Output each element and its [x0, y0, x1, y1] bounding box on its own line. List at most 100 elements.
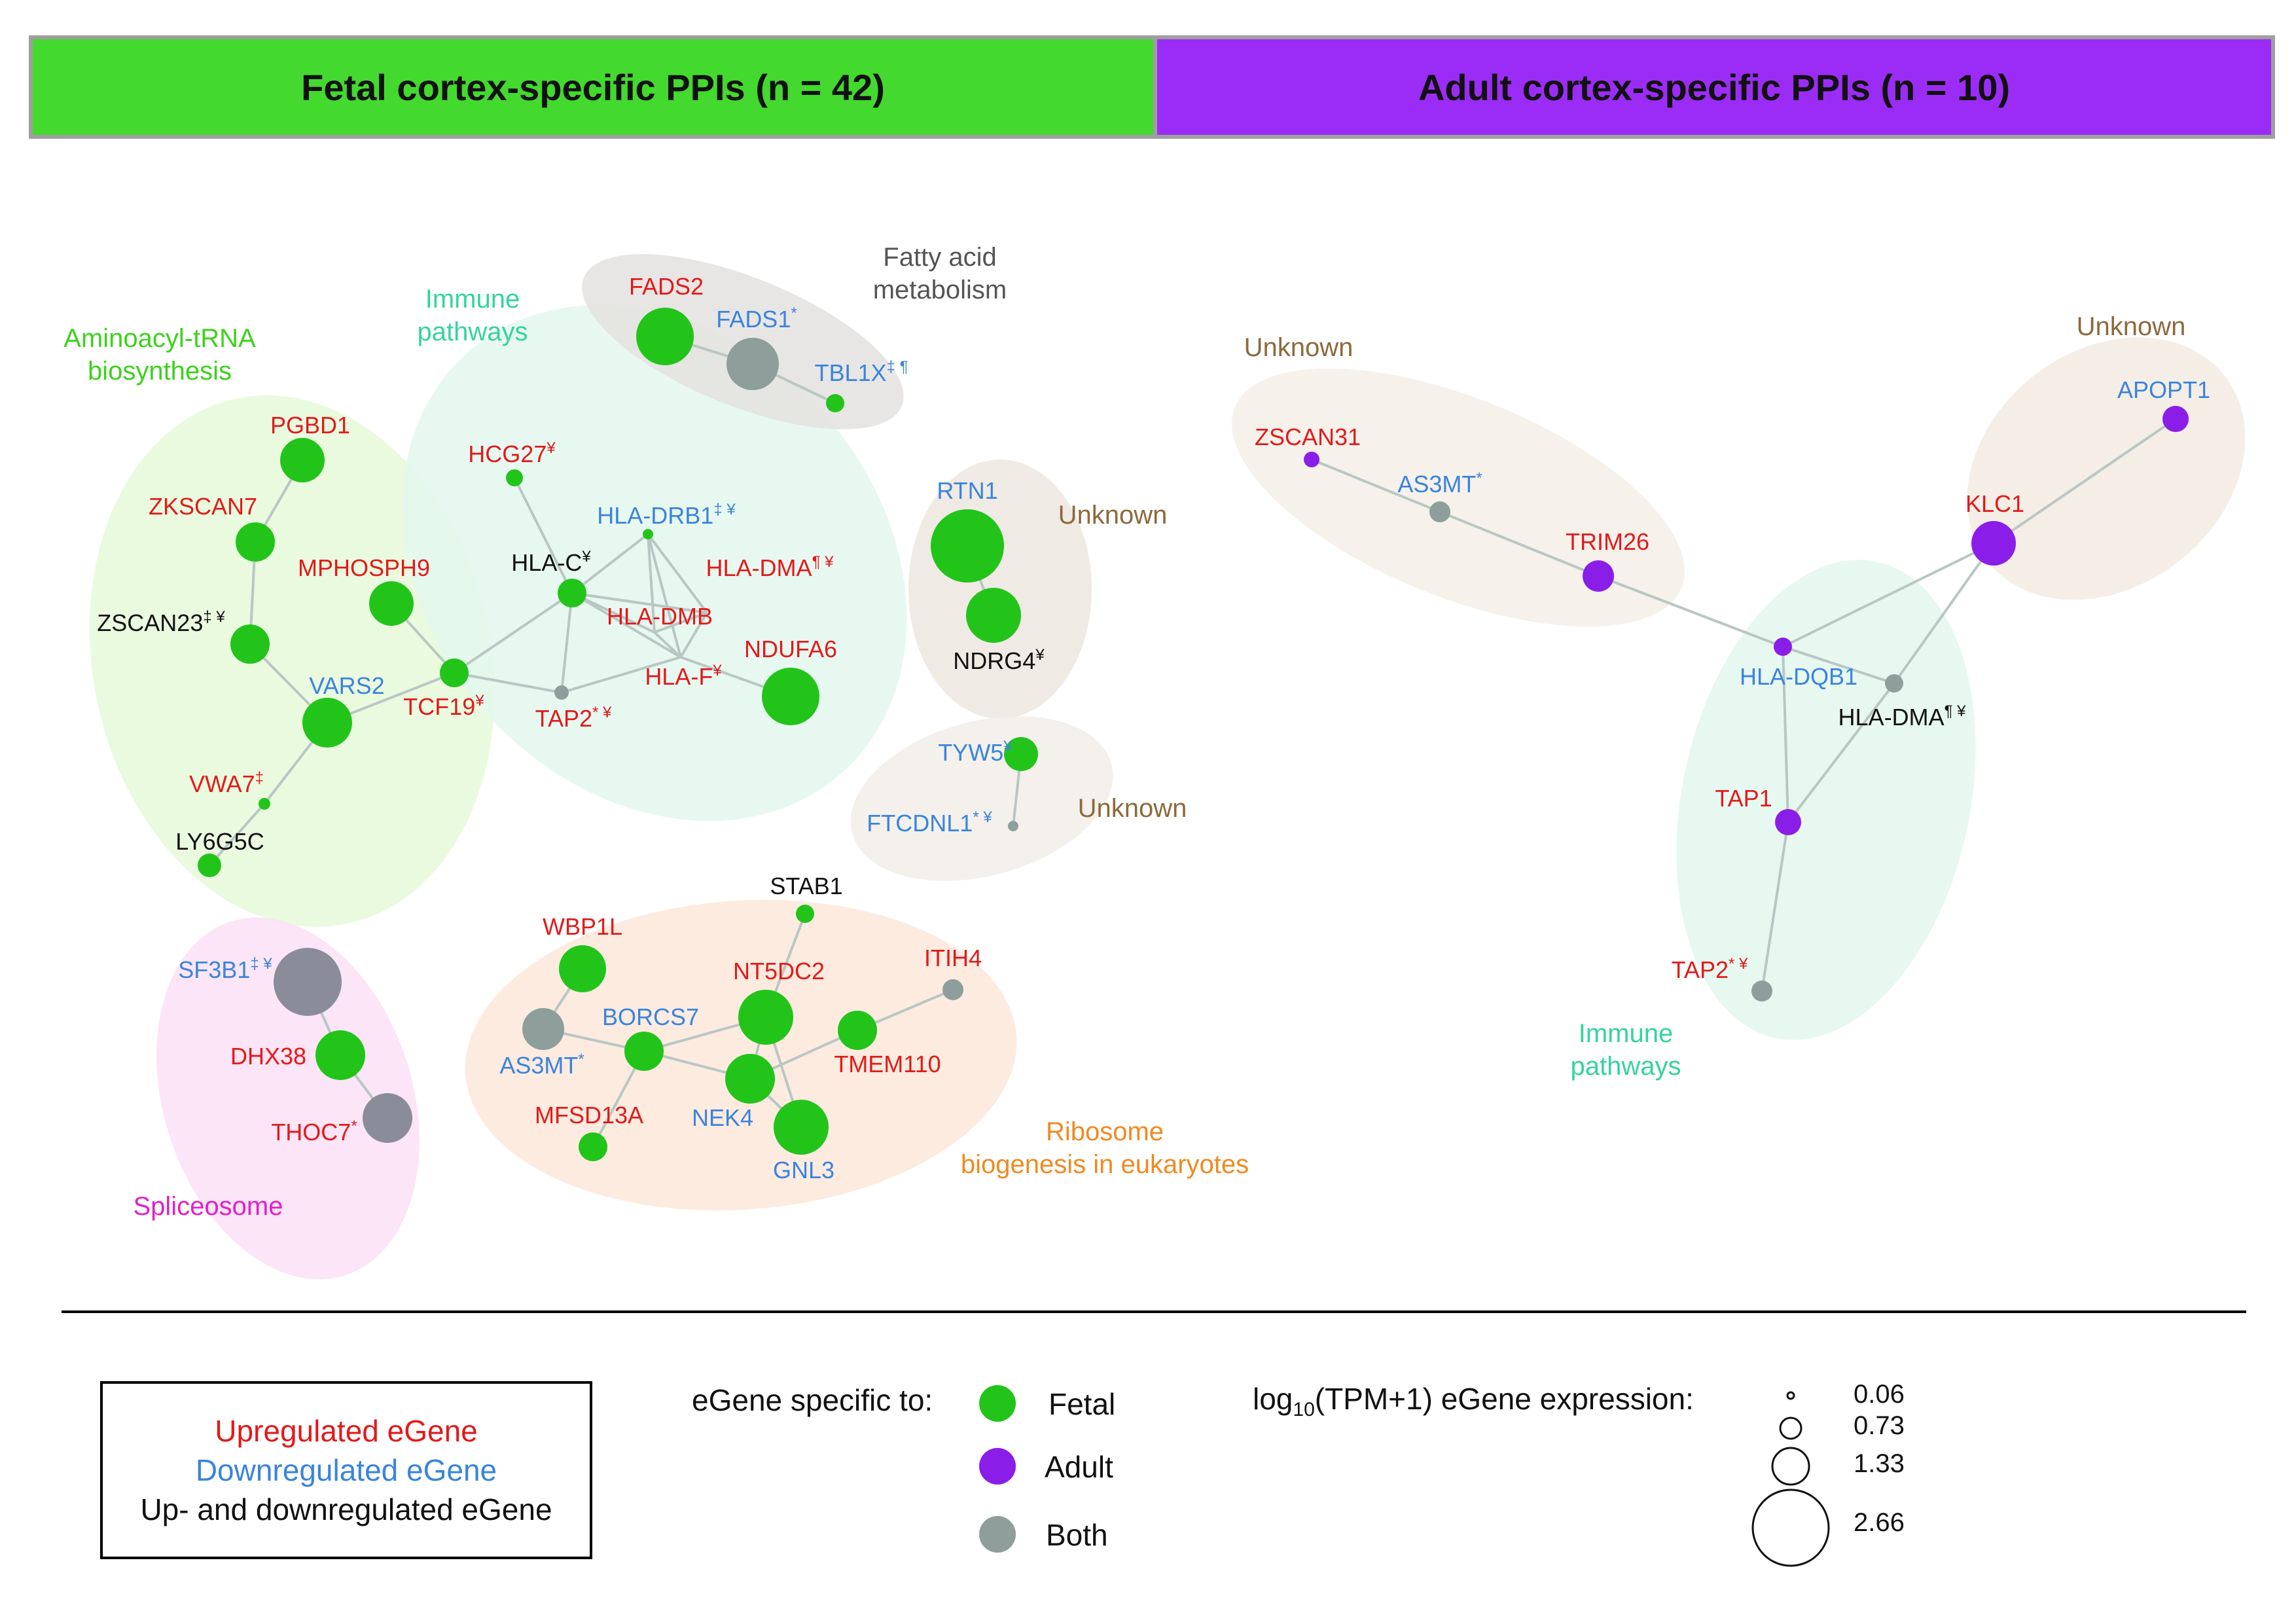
edge-HLA-C-HLA-DMA — [571, 592, 708, 614]
group-label-unknown_apopt: Unknown — [2077, 312, 2186, 341]
edge-HCG27-HLA-C — [513, 477, 573, 594]
node-label: FADS2 — [629, 273, 704, 300]
legend-expr-value: 1.33 — [1854, 1449, 1905, 1478]
group-label-fatty: metabolism — [873, 276, 1007, 304]
node-label: HLA-DRB1‡ ¥ — [597, 501, 736, 529]
legend-size-circle — [1779, 1416, 1803, 1440]
legend-spec-both: Both — [1046, 1518, 1108, 1552]
node-label: DHX38 — [230, 1043, 306, 1070]
node-label: ITIH4 — [924, 945, 982, 971]
group-label-unknown_rtn: Unknown — [1058, 501, 1168, 530]
edge-HLA-DRB1-HLA-F — [647, 533, 682, 658]
node-mfsd13a — [579, 1132, 607, 1161]
node-label: NEK4 — [692, 1104, 753, 1131]
edge-VWA7-LY6G5C — [208, 803, 266, 867]
node-label: VWA7‡ — [189, 769, 264, 797]
node-label: BORCS7 — [602, 1003, 699, 1030]
node-klc1 — [1971, 521, 2016, 566]
node-fads2 — [636, 308, 694, 365]
legend-size-circle — [1771, 1447, 1810, 1486]
group-label-ribosome: biogenesis in eukaryotes — [961, 1150, 1249, 1179]
node-hla-dqb1 — [1774, 638, 1792, 656]
fetal-header: Fetal cortex-specific PPIs (n = 42) — [29, 35, 1157, 139]
node-thoc7 — [363, 1093, 412, 1143]
node-label: TCF19¥ — [403, 692, 484, 720]
group-spliceosome — [156, 917, 420, 1280]
edge-KLC1-HLA-DQB1 — [1782, 542, 1994, 648]
node-tap2 — [554, 685, 569, 700]
node-fads1 — [726, 338, 779, 390]
group-label-unknown_tyw: Unknown — [1078, 794, 1187, 823]
node-hla-drb1 — [643, 529, 653, 539]
node-label: STAB1 — [770, 873, 842, 899]
legend-expr-rest: (TPM+1) eGene expression: — [1314, 1382, 1694, 1416]
node-as3mt_a — [1429, 501, 1450, 522]
edge-HLA-C-TAP2 — [560, 592, 573, 693]
node-label: THOC7* — [271, 1117, 357, 1146]
group-label-immune_fetal: Immune — [425, 285, 520, 314]
node-ly6g5c — [198, 854, 221, 877]
node-gnl3 — [774, 1100, 829, 1155]
group-label-unknown_zscan: Unknown — [1244, 333, 1354, 362]
node-label: AS3MT* — [1397, 469, 1482, 497]
edge-HLA-DRB1-HLA-DMB — [647, 533, 656, 633]
edge-KLC1-HLA-DMA_a — [1893, 542, 1995, 685]
edge-HLA-C-HLA-DMB — [571, 592, 655, 634]
node-rtn1 — [931, 509, 1004, 583]
node-dhx38 — [315, 1030, 365, 1080]
node-label: LY6G5C — [175, 828, 264, 855]
node-apopt1 — [2162, 406, 2189, 432]
node-label: ZKSCAN7 — [149, 493, 257, 520]
node-label: HLA-DMA¶ ¥ — [706, 553, 834, 581]
node-zkscan7 — [236, 522, 275, 562]
fetal-header-text: Fetal cortex-specific PPIs (n = 42) — [301, 66, 885, 108]
legend-dot-fetal — [979, 1385, 1016, 1422]
node-label: GNL3 — [773, 1157, 834, 1183]
legend-both: Up- and downregulated eGene — [140, 1492, 552, 1526]
node-label: SF3B1‡ ¥ — [178, 955, 272, 983]
node-label: TAP2* ¥ — [535, 704, 612, 732]
node-tbl1x — [826, 394, 844, 412]
node-label: VARS2 — [309, 672, 384, 699]
node-label: RTN1 — [937, 477, 997, 504]
node-hla-c — [558, 579, 586, 607]
group-label-ribosome: Ribosome — [1046, 1117, 1164, 1146]
legend-dot-adult — [979, 1448, 1016, 1485]
node-hcg27 — [506, 469, 523, 486]
node-zscan31 — [1304, 452, 1319, 467]
node-itih4 — [942, 979, 963, 1000]
legend-expr-value: 0.06 — [1854, 1380, 1905, 1409]
node-tyw5 — [1004, 737, 1038, 771]
edge-TCF19-TAP2 — [454, 672, 562, 694]
edge-TRIM26-HLA-DQB1 — [1598, 575, 1784, 648]
edge-HLA-DMA-HLA-F — [679, 611, 708, 659]
node-label: WBP1L — [543, 913, 622, 940]
labels: PGBD1 ZKSCAN7 ZSCAN23‡ ¥ VARS2 VWA7‡ LY6G5C MP… — [97, 273, 2210, 1183]
node-nek4 — [725, 1054, 775, 1104]
edge-HLA-DRB1-HLA-DMA — [647, 533, 708, 614]
node-label: MFSD13A — [535, 1102, 643, 1128]
edge-HLA-F-TAP2 — [561, 656, 681, 694]
node-label: PGBD1 — [270, 412, 350, 439]
node-borcs7 — [624, 1032, 664, 1071]
node-wbp1l — [559, 945, 606, 992]
edge-APOPT1-KLC1 — [1992, 418, 2177, 545]
edge-HLA-DMA-HLA-DMB — [654, 611, 708, 634]
node-label: HLA-F¥ — [645, 662, 722, 690]
node-vwa7 — [259, 798, 270, 810]
node-vars2 — [302, 698, 352, 748]
node-label: TAP1 — [1715, 785, 1772, 812]
group-unknown_apopt — [1967, 337, 2246, 600]
node-label: TRIM26 — [1566, 528, 1649, 555]
node-trim26 — [1583, 560, 1614, 592]
group-label-aminoacyl: biosynthesis — [88, 357, 232, 386]
legend-expr-sub: 10 — [1293, 1399, 1315, 1421]
edge-TAP1-TAP2_a — [1761, 821, 1789, 992]
legend-expr-log: log — [1253, 1382, 1293, 1416]
node-label: HLA-C¥ — [511, 548, 591, 576]
node-hla-dma_a — [1885, 674, 1903, 693]
node-label: APOPT1 — [2117, 376, 2210, 403]
node-zscan23 — [230, 624, 270, 664]
legend-size-circle — [1751, 1489, 1830, 1567]
